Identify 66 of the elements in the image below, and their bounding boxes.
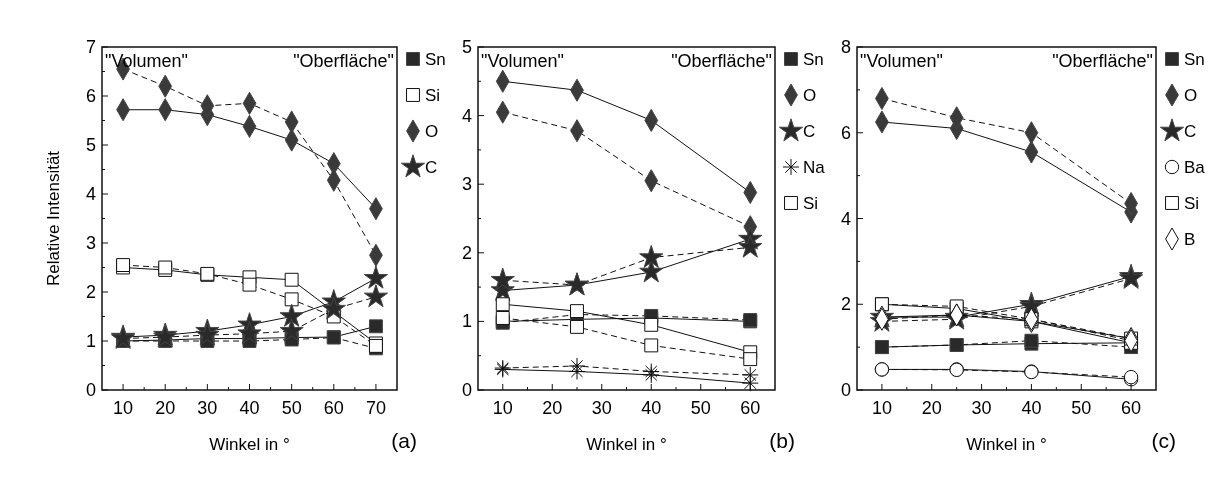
x-tick-label: 10 bbox=[492, 398, 513, 418]
legend-label: Si bbox=[803, 194, 819, 213]
y-axis-title: Relative Intensität bbox=[44, 150, 63, 287]
x-tick-label: 60 bbox=[1121, 398, 1142, 418]
x-tick-label: 20 bbox=[155, 398, 176, 418]
y-tick-label: 3 bbox=[85, 233, 96, 253]
x-axis-title: Winkel in ° bbox=[586, 435, 667, 454]
x-tick-label: 30 bbox=[197, 398, 218, 418]
x-tick-label: 30 bbox=[971, 398, 992, 418]
x-axis-title: Winkel in ° bbox=[966, 435, 1047, 454]
annotation: "Oberfläche" bbox=[671, 51, 772, 71]
text: (c) bbox=[1151, 429, 1176, 452]
legend-label: C bbox=[1184, 122, 1197, 141]
x-tick-label: 60 bbox=[323, 398, 344, 418]
legend-label: Sn bbox=[1184, 50, 1205, 69]
legend-label: Sn bbox=[425, 50, 446, 69]
x-tick-label: 20 bbox=[921, 398, 942, 418]
y-tick-label: 7 bbox=[85, 37, 96, 57]
y-tick-label: 2 bbox=[85, 282, 96, 302]
y-tick-label: 0 bbox=[85, 380, 96, 400]
text: (b) bbox=[769, 429, 795, 452]
x-tick-label: 20 bbox=[542, 398, 563, 418]
legend-label: C bbox=[425, 158, 438, 177]
x-tick-label: 50 bbox=[690, 398, 711, 418]
annotation: "Volumen" bbox=[481, 51, 564, 71]
annotation: "Oberfläche" bbox=[293, 51, 394, 71]
annotation: "Oberfläche" bbox=[1052, 51, 1153, 71]
y-tick-label: 6 bbox=[85, 86, 96, 106]
legend-label: O bbox=[425, 122, 439, 141]
x-tick-label: 30 bbox=[591, 398, 612, 418]
y-tick-label: 4 bbox=[85, 184, 96, 204]
legend-label: Ba bbox=[1184, 158, 1206, 177]
y-tick-label: 5 bbox=[461, 37, 472, 57]
y-tick-label: 1 bbox=[461, 311, 472, 332]
x-tick-label: 70 bbox=[365, 398, 386, 418]
annotation: "Volumen" bbox=[860, 51, 943, 71]
y-tick-label: 2 bbox=[840, 294, 851, 315]
y-tick-label: 2 bbox=[461, 242, 472, 263]
legend-label: B bbox=[1184, 230, 1196, 249]
y-tick-label: 0 bbox=[840, 380, 851, 400]
x-axis-title: Winkel in ° bbox=[209, 435, 290, 454]
x-tick-label: 50 bbox=[1071, 398, 1092, 418]
x-tick-label: 40 bbox=[239, 398, 260, 418]
legend-label: O bbox=[803, 86, 817, 105]
text: (a) bbox=[391, 429, 417, 452]
y-tick-label: 1 bbox=[85, 331, 96, 351]
x-tick-label: 10 bbox=[871, 398, 892, 418]
y-tick-label: 3 bbox=[461, 174, 472, 195]
legend-label: C bbox=[803, 122, 816, 141]
y-tick-label: 0 bbox=[461, 380, 472, 400]
x-tick-label: 50 bbox=[281, 398, 302, 418]
y-tick-label: 4 bbox=[840, 208, 851, 229]
y-tick-label: 5 bbox=[85, 135, 96, 155]
x-tick-label: 60 bbox=[740, 398, 761, 418]
x-tick-label: 10 bbox=[113, 398, 134, 418]
legend-label: Na bbox=[803, 158, 826, 177]
legend-label: Sn bbox=[803, 50, 824, 69]
x-tick-label: 40 bbox=[641, 398, 662, 418]
x-tick-label: 40 bbox=[1021, 398, 1042, 418]
legend-label: Si bbox=[1184, 194, 1200, 213]
legend-label: O bbox=[1184, 86, 1198, 105]
y-tick-label: 6 bbox=[840, 122, 851, 143]
legend-label: Si bbox=[425, 86, 441, 105]
annotation: "Volumen" bbox=[105, 51, 188, 71]
y-tick-label: 8 bbox=[840, 37, 851, 57]
y-tick-label: 4 bbox=[461, 105, 472, 126]
